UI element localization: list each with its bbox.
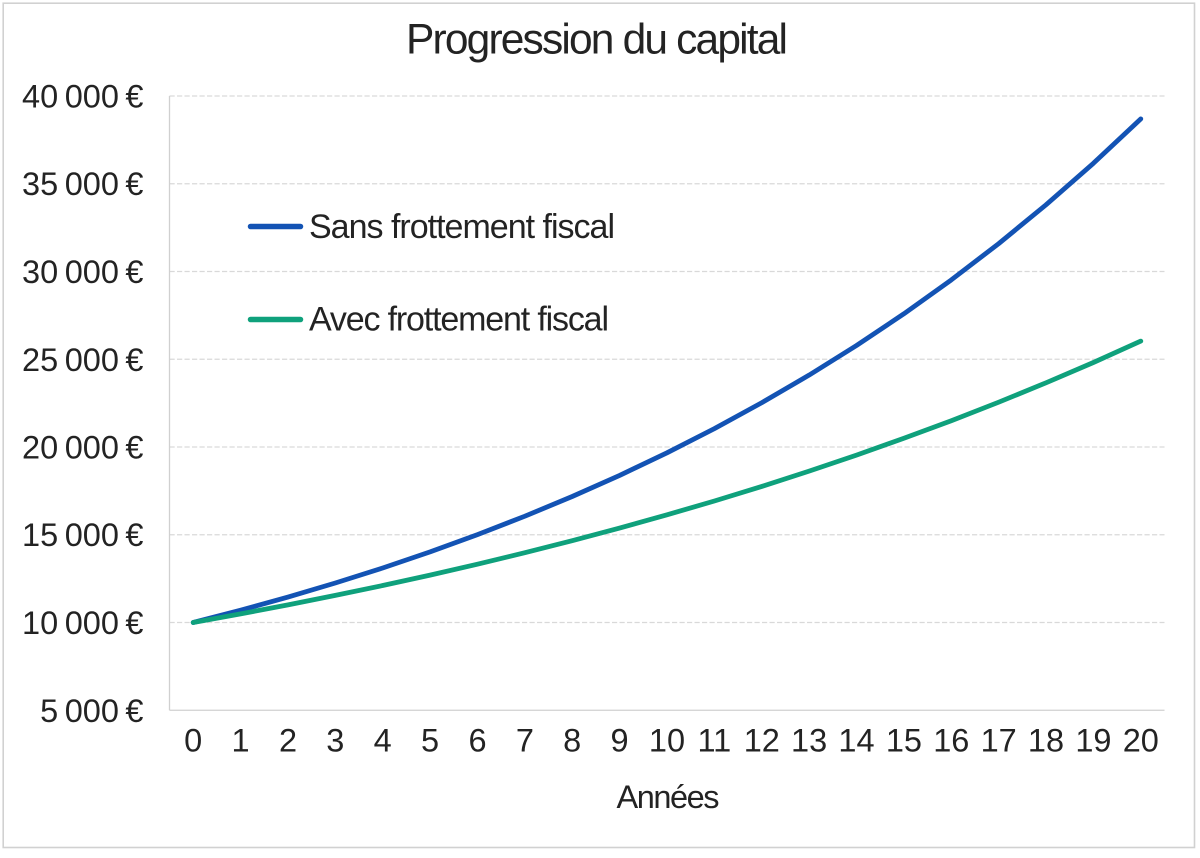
svg-text:25 000 €: 25 000 € (22, 342, 143, 378)
svg-text:20 000 €: 20 000 € (22, 430, 143, 466)
svg-text:10: 10 (649, 723, 685, 759)
svg-text:9: 9 (611, 723, 629, 759)
svg-text:30 000 €: 30 000 € (22, 254, 143, 290)
svg-text:40 000 €: 40 000 € (22, 79, 143, 115)
svg-text:15: 15 (886, 723, 922, 759)
svg-text:13: 13 (791, 723, 827, 759)
svg-text:16: 16 (933, 723, 969, 759)
svg-text:12: 12 (744, 723, 780, 759)
svg-text:7: 7 (516, 723, 534, 759)
svg-text:19: 19 (1075, 723, 1111, 759)
svg-text:3: 3 (326, 723, 344, 759)
svg-text:14: 14 (838, 723, 874, 759)
svg-text:2: 2 (279, 723, 297, 759)
svg-text:18: 18 (1028, 723, 1064, 759)
svg-text:0: 0 (184, 723, 202, 759)
svg-text:Avec frottement fiscal: Avec frottement fiscal (309, 301, 609, 339)
svg-text:17: 17 (981, 723, 1017, 759)
svg-text:5: 5 (421, 723, 439, 759)
svg-text:20: 20 (1123, 723, 1159, 759)
svg-text:11: 11 (698, 723, 732, 759)
svg-text:10 000 €: 10 000 € (22, 605, 143, 641)
svg-text:4: 4 (374, 723, 392, 759)
svg-text:1: 1 (232, 723, 250, 759)
svg-text:Progression du capital: Progression du capital (406, 17, 788, 64)
svg-text:5 000 €: 5 000 € (40, 693, 143, 729)
svg-text:35 000 €: 35 000 € (22, 166, 143, 202)
svg-text:Sans frottement fiscal: Sans frottement fiscal (309, 208, 615, 246)
svg-text:6: 6 (468, 723, 486, 759)
svg-text:8: 8 (563, 723, 581, 759)
svg-text:Années: Années (617, 779, 720, 815)
svg-text:15 000 €: 15 000 € (22, 517, 143, 553)
